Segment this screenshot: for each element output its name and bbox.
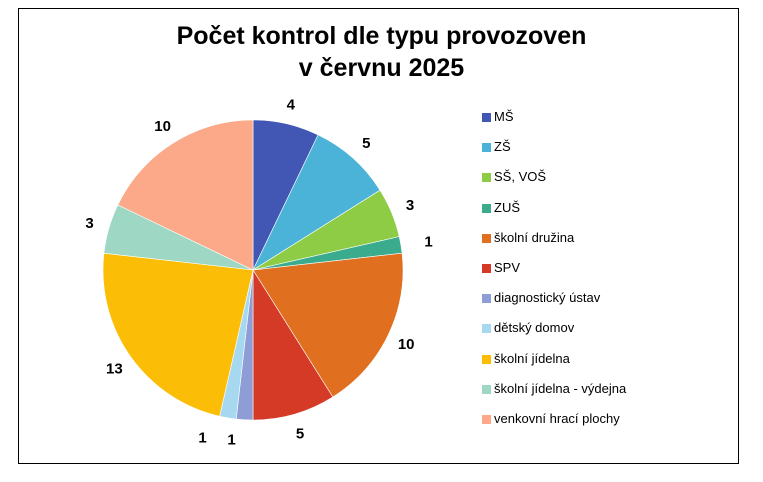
data-label-9: 13 (106, 360, 123, 377)
data-label-4: 1 (424, 234, 432, 251)
legend-swatch (482, 203, 491, 213)
legend-label: SŠ, VOŠ (494, 169, 547, 185)
legend-swatch (482, 354, 491, 364)
data-label-7: 1 (227, 432, 235, 449)
pie-slice-11 (117, 119, 254, 271)
pie-slice-6 (252, 268, 334, 421)
legend-swatch (482, 384, 491, 394)
legend-label: školní jídelna - výdejna (494, 380, 627, 396)
data-label-3: 3 (406, 197, 414, 214)
legend-swatch (482, 173, 491, 183)
legend-label: SPV (494, 260, 521, 275)
legend-label: dětský domov (494, 320, 575, 336)
legend-label: školní jídelna (494, 350, 570, 366)
legend-swatch (482, 143, 491, 153)
data-label-8: 1 (198, 430, 206, 447)
data-label-5: 10 (398, 336, 415, 353)
legend-label: MŠ (494, 109, 514, 124)
legend-swatch (482, 294, 491, 304)
legend-label: venkovní hrací plochy (494, 411, 620, 426)
chart-title-line-1: Počet kontrol dle typu provozoven (176, 22, 587, 50)
legend-label: diagnostický ústav (494, 290, 601, 306)
legend-label: ZŠ (494, 139, 511, 155)
pie-slice-9 (102, 252, 254, 417)
pie-slice-2 (252, 134, 381, 271)
data-label-1: 4 (287, 96, 296, 113)
legend-swatch (482, 113, 491, 122)
data-label-10: 3 (85, 215, 93, 232)
data-label-2: 5 (362, 135, 370, 152)
data-label-11: 10 (154, 118, 171, 135)
legend-swatch (482, 324, 491, 334)
legend-label: školní družina (494, 229, 575, 245)
legend-swatch (482, 415, 491, 424)
chart-title-line-2: v červnu 2025 (298, 54, 465, 82)
legend-label: ZUŠ (494, 199, 520, 215)
pie-slice-5 (252, 252, 404, 398)
legend-swatch (482, 233, 491, 243)
data-label-6: 5 (296, 425, 304, 442)
legend-swatch (482, 264, 491, 273)
